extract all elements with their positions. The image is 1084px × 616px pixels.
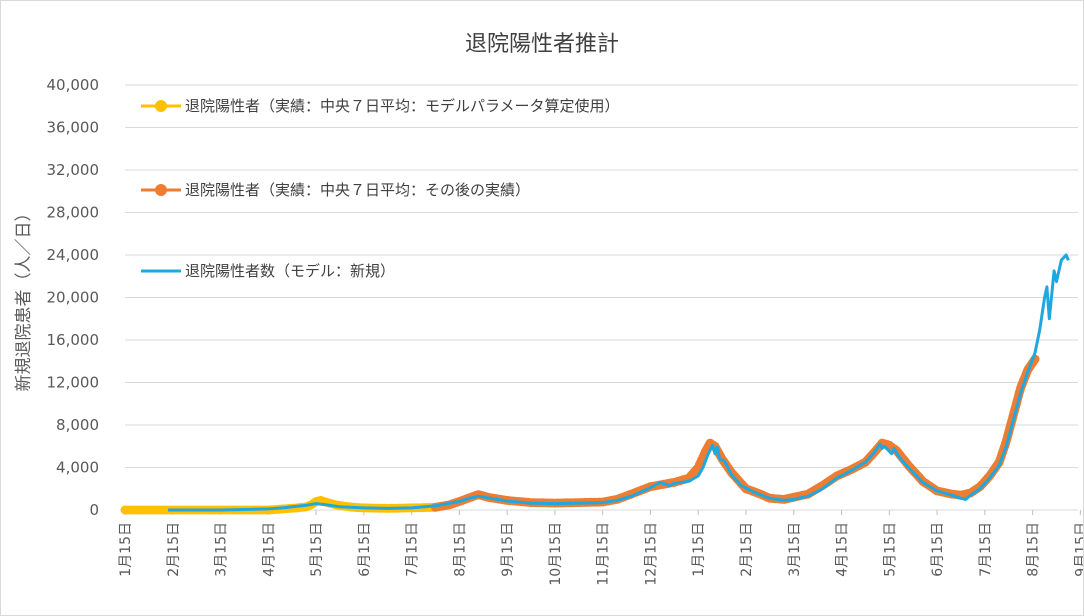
- series-layer: [120, 253, 1070, 515]
- legend-item-2: 退院陽性者（実績：中央７日平均：その後の実績）: [141, 181, 530, 199]
- x-tick-label: 11月15日: [596, 522, 612, 586]
- y-tick-label: 24,000: [47, 246, 100, 264]
- legend-label: 退院陽性者（実績：中央７日平均：モデルパラメータ算定使用）: [185, 97, 620, 115]
- y-tick-label: 40,000: [47, 76, 100, 94]
- legend-swatch-marker: [155, 100, 167, 112]
- x-tick-label: 3月15日: [214, 522, 230, 577]
- x-tick-label: 9月15日: [500, 522, 516, 577]
- y-tick-label: 20,000: [47, 289, 100, 307]
- series-line: [168, 253, 1070, 512]
- legend: 退院陽性者（実績：中央７日平均：モデルパラメータ算定使用） 退院陽性者（実績：中央…: [141, 97, 620, 280]
- x-tick-label: 12月15日: [643, 522, 659, 586]
- y-tick-label: 32,000: [47, 161, 100, 179]
- series-3: [168, 253, 1070, 512]
- y-tick-label: 0: [89, 501, 99, 519]
- legend-swatch-marker: [155, 184, 167, 196]
- series-1: [120, 495, 440, 515]
- y-axis-title: 新規退院患者（人／日）: [14, 205, 34, 392]
- x-tick-label: 4月15日: [261, 522, 277, 577]
- y-tick-label: 16,000: [47, 331, 100, 349]
- x-tick-label: 1月15日: [691, 522, 707, 577]
- legend-item-3: 退院陽性者数（モデル：新規）: [141, 262, 395, 280]
- legend-item-1: 退院陽性者（実績：中央７日平均：モデルパラメータ算定使用）: [141, 97, 620, 115]
- y-axis-ticks: 0 4,000 8,000 12,000 16,000 20,000 24,000 28,00…: [47, 76, 100, 519]
- x-tick-label: 6月15日: [357, 522, 373, 577]
- x-tick-label: 10月15日: [548, 522, 564, 586]
- x-tick-label: 5月15日: [309, 522, 325, 577]
- y-tick-label: 8,000: [56, 416, 99, 434]
- y-tick-label: 4,000: [56, 459, 99, 477]
- x-tick-label: 8月15日: [1026, 522, 1042, 577]
- gridlines: [125, 84, 1078, 511]
- legend-label: 退院陽性者数（モデル：新規）: [185, 262, 395, 280]
- x-axis-ticks: 1月15日 2月15日 3月15日 4月15日 5月15日 6月15日 7月15日 8月15日…: [118, 510, 1083, 586]
- legend-label: 退院陽性者（実績：中央７日平均：その後の実績）: [185, 181, 530, 199]
- x-tick-label: 4月15日: [835, 522, 851, 577]
- x-tick-label: 7月15日: [405, 522, 421, 577]
- x-tick-label: 1月15日: [118, 522, 134, 577]
- y-tick-label: 12,000: [47, 374, 100, 392]
- x-tick-label: 9月15日: [1073, 522, 1083, 577]
- x-tick-label: 2月15日: [739, 522, 755, 577]
- x-tick-label: 5月15日: [882, 522, 898, 577]
- y-tick-label: 28,000: [47, 204, 100, 222]
- x-tick-label: 7月15日: [978, 522, 994, 577]
- y-tick-label: 36,000: [47, 119, 100, 137]
- chart-title: 退院陽性者推計: [465, 32, 619, 57]
- x-tick-label: 3月15日: [787, 522, 803, 577]
- x-tick-label: 2月15日: [166, 522, 182, 577]
- x-tick-label: 8月15日: [452, 522, 468, 577]
- series-2: [431, 354, 1040, 512]
- x-tick-label: 6月15日: [930, 522, 946, 577]
